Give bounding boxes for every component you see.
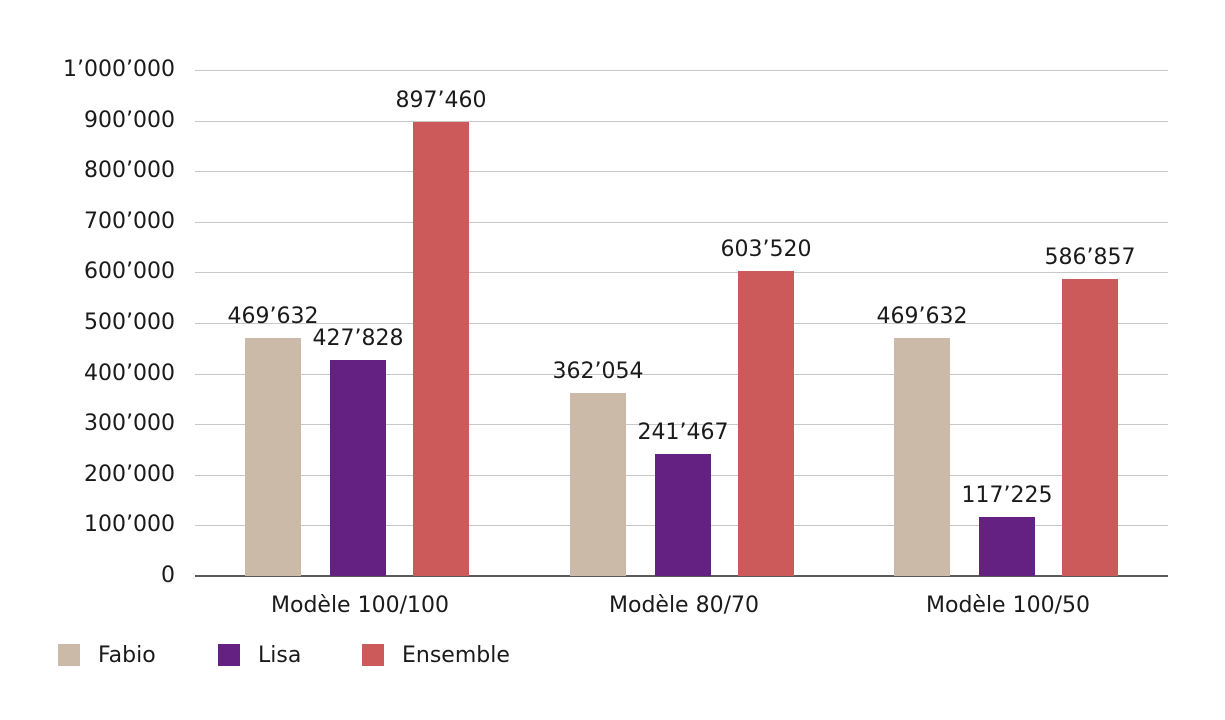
legend-item-ensemble: Ensemble: [362, 642, 510, 668]
y-tick-label: 300’000: [84, 411, 175, 437]
y-tick-label: 800’000: [84, 158, 175, 184]
y-tick-label: 700’000: [84, 208, 175, 234]
legend-label: Ensemble: [402, 642, 510, 668]
bar-fabio: [570, 392, 626, 576]
y-tick-label: 1’000’000: [63, 57, 175, 82]
gridline: [195, 424, 1168, 426]
bar-value-label: 897’460: [395, 87, 487, 113]
x-category-label: Modèle 80/70: [609, 593, 759, 618]
bar-value-label: 241’467: [637, 419, 729, 445]
bar-ensemble: [738, 270, 794, 576]
gridline: [195, 323, 1168, 324]
bar-value-label: 362’054: [552, 358, 644, 384]
gridline: [195, 171, 1168, 173]
bar-value-label: 117’225: [961, 482, 1053, 508]
bar-value-label: 586’857: [1044, 245, 1136, 271]
gridline: [195, 221, 1168, 223]
bar-fabio: [894, 338, 950, 576]
x-category-label: Modèle 100/100: [271, 593, 449, 618]
x-category-label: Modèle 100/50: [926, 593, 1090, 618]
legend-item-fabio: Fabio: [58, 642, 156, 668]
bar-value-label: 427’828: [312, 325, 404, 351]
legend-label: Lisa: [258, 642, 302, 668]
legend-label: Fabio: [98, 642, 156, 668]
x-axis-line: [195, 575, 1168, 577]
bar-value-label: 469’632: [876, 304, 968, 330]
gridline: [195, 373, 1168, 375]
y-tick-label: 100’000: [84, 512, 175, 538]
bar-lisa: [330, 359, 386, 576]
gridline: [195, 272, 1168, 274]
y-tick-label: 0: [161, 563, 175, 588]
legend-swatch-icon: [218, 644, 240, 666]
legend-swatch-icon: [362, 644, 384, 666]
y-tick-label: 500’000: [84, 310, 175, 335]
y-tick-label: 200’000: [84, 461, 175, 487]
y-tick-label: 900’000: [84, 107, 175, 133]
gridline: [195, 70, 1168, 71]
bar-value-label: 603’520: [720, 236, 812, 262]
bar-ensemble: [1062, 279, 1118, 576]
legend-swatch-icon: [58, 644, 80, 666]
bar-value-label: 469’632: [227, 304, 319, 330]
gridline: [195, 120, 1168, 122]
legend-item-lisa: Lisa: [218, 642, 301, 668]
bar-lisa: [979, 516, 1035, 576]
y-tick-label: 600’000: [84, 259, 175, 285]
bar-ensemble: [413, 121, 469, 576]
bar-lisa: [655, 453, 711, 576]
y-tick-label: 400’000: [84, 360, 175, 386]
bar-fabio: [245, 338, 301, 576]
